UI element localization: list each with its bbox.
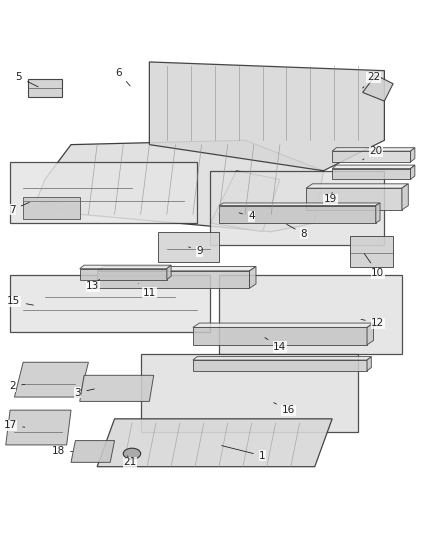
Polygon shape xyxy=(332,168,410,180)
Polygon shape xyxy=(193,327,367,345)
Text: 4: 4 xyxy=(239,212,255,221)
Text: 10: 10 xyxy=(364,254,385,278)
Ellipse shape xyxy=(123,448,141,459)
Polygon shape xyxy=(410,148,415,162)
Polygon shape xyxy=(97,271,250,288)
Text: 1: 1 xyxy=(222,446,266,461)
Polygon shape xyxy=(10,162,197,223)
Polygon shape xyxy=(193,360,367,371)
Polygon shape xyxy=(97,419,332,467)
Polygon shape xyxy=(80,375,154,401)
Polygon shape xyxy=(158,232,219,262)
Polygon shape xyxy=(97,266,256,271)
Polygon shape xyxy=(410,165,415,180)
Text: 20: 20 xyxy=(363,146,382,160)
Polygon shape xyxy=(219,206,376,223)
Polygon shape xyxy=(250,266,256,288)
Polygon shape xyxy=(193,323,374,327)
Text: 12: 12 xyxy=(361,318,385,328)
Polygon shape xyxy=(193,357,371,360)
Polygon shape xyxy=(10,275,210,332)
Polygon shape xyxy=(363,75,393,101)
Text: 2: 2 xyxy=(9,381,25,391)
Polygon shape xyxy=(149,62,385,171)
Text: 6: 6 xyxy=(116,68,130,86)
Polygon shape xyxy=(167,265,171,279)
Polygon shape xyxy=(28,79,62,97)
Text: 14: 14 xyxy=(265,337,286,352)
Text: 9: 9 xyxy=(188,246,203,256)
Polygon shape xyxy=(219,275,402,353)
Polygon shape xyxy=(332,151,410,162)
Text: 13: 13 xyxy=(86,279,99,291)
Text: 15: 15 xyxy=(7,296,33,306)
Polygon shape xyxy=(6,410,71,445)
Polygon shape xyxy=(71,441,115,462)
Polygon shape xyxy=(402,184,408,210)
Polygon shape xyxy=(23,197,80,219)
Text: 8: 8 xyxy=(287,224,307,239)
Text: 16: 16 xyxy=(274,402,295,415)
Polygon shape xyxy=(376,203,380,223)
Text: 3: 3 xyxy=(74,387,95,398)
Text: 17: 17 xyxy=(4,421,25,430)
Polygon shape xyxy=(332,165,415,168)
Polygon shape xyxy=(210,171,280,232)
Text: 19: 19 xyxy=(324,192,337,204)
Text: 18: 18 xyxy=(51,447,73,456)
Text: 21: 21 xyxy=(123,456,136,467)
Text: 22: 22 xyxy=(363,72,380,88)
Polygon shape xyxy=(219,203,380,206)
Polygon shape xyxy=(367,323,374,345)
Polygon shape xyxy=(210,171,385,245)
Polygon shape xyxy=(36,140,323,232)
Polygon shape xyxy=(80,265,171,269)
Text: 5: 5 xyxy=(15,72,38,87)
Text: 11: 11 xyxy=(138,284,156,297)
Polygon shape xyxy=(80,269,167,279)
Polygon shape xyxy=(306,188,402,210)
Polygon shape xyxy=(141,353,358,432)
Polygon shape xyxy=(306,184,408,188)
Text: 7: 7 xyxy=(9,203,29,215)
Polygon shape xyxy=(14,362,88,397)
Polygon shape xyxy=(350,236,393,266)
Polygon shape xyxy=(332,148,415,151)
Polygon shape xyxy=(367,357,371,371)
